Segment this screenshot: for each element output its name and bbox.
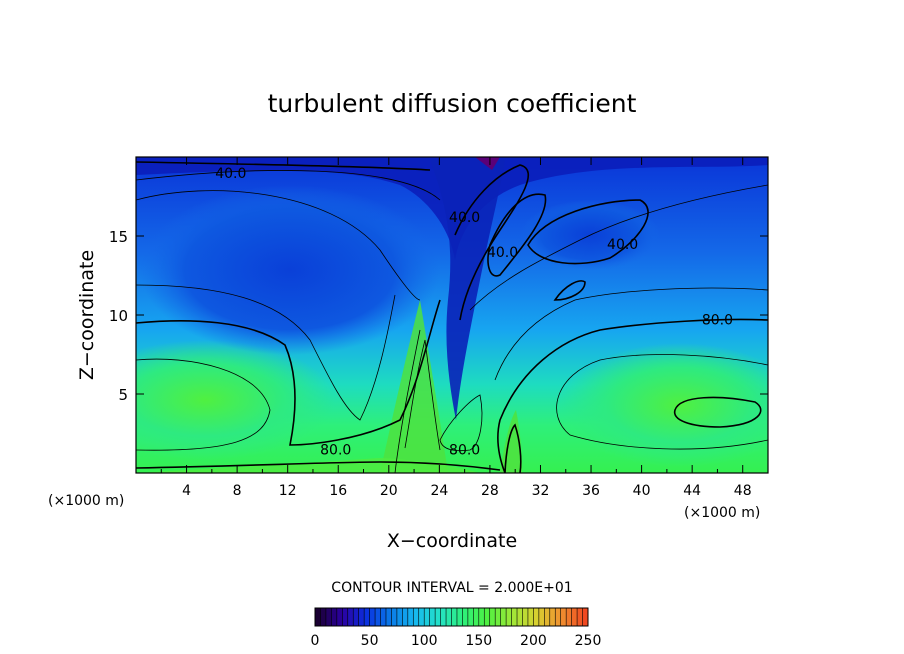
colorbar-swatch: [325, 608, 332, 626]
colorbar-swatch: [544, 608, 551, 626]
colorbar-swatch: [478, 608, 485, 626]
colorbar-swatch: [407, 608, 414, 626]
colorbar-swatch: [353, 608, 360, 626]
contour-label: 80.0: [449, 442, 480, 458]
colorbar-swatch: [347, 608, 354, 626]
colorbar-swatch: [511, 608, 518, 626]
colorbar-swatch: [413, 608, 420, 626]
x-tick-label: 44: [683, 483, 701, 499]
colorbar-swatch: [577, 608, 584, 626]
y-axis-label: Z−coordinate: [76, 250, 98, 380]
colorbar-swatch: [418, 608, 425, 626]
colorbar-swatch: [533, 608, 540, 626]
colorbar-swatch: [396, 608, 403, 626]
colorbar-swatch: [336, 608, 343, 626]
x-tick-label: 4: [182, 483, 191, 499]
x-tick-label: 24: [430, 483, 448, 499]
colorbar-swatch: [369, 608, 376, 626]
colorbar-swatch: [484, 608, 491, 626]
x-tick-label: 48: [734, 483, 752, 499]
colorbar-swatch: [462, 608, 469, 626]
colorbar-swatch: [549, 608, 556, 626]
colorbar-tick-label: 0: [311, 633, 320, 649]
colorbar-tick-label: 50: [361, 633, 379, 649]
colorbar-swatch: [435, 608, 442, 626]
colorbar-swatch: [522, 608, 529, 626]
colorbar-swatch: [506, 608, 513, 626]
x-tick-label: 32: [532, 483, 550, 499]
colorbar-swatch: [391, 608, 398, 626]
colorbar-swatch: [385, 608, 392, 626]
contour-label: 40.0: [487, 245, 518, 261]
colorbar: [314, 607, 589, 627]
colorbar-frame: [314, 607, 589, 627]
contour-label: 40.0: [449, 210, 480, 226]
colorbar-tick-label: 200: [520, 633, 547, 649]
colorbar-swatch: [566, 608, 573, 626]
x-tick-label: 8: [233, 483, 242, 499]
x-axis-label: X−coordinate: [387, 530, 517, 552]
x-tick-label: 20: [380, 483, 398, 499]
colorbar-swatch: [456, 608, 463, 626]
colorbar-swatch: [446, 608, 452, 626]
x-tick-label: 12: [279, 483, 297, 499]
colorbar-swatch: [555, 608, 562, 626]
contour-label: 80.0: [702, 313, 733, 329]
colorbar-swatch: [358, 608, 365, 626]
colorbar-swatch: [582, 608, 589, 626]
y-axis-ticks: 5 10 15: [109, 228, 768, 404]
colorbar-swatch: [342, 608, 349, 626]
contour-interval: CONTOUR INTERVAL = 2.000E+01: [331, 580, 572, 596]
colorbar-swatch: [364, 608, 371, 626]
y-tick-label: 15: [109, 228, 128, 246]
colorbar-swatch: [320, 608, 327, 626]
x-unit-right: (×1000 m): [684, 505, 760, 521]
chart-title: turbulent diffusion coefficient: [268, 89, 637, 118]
colorbar-tick-label: 150: [465, 633, 492, 649]
colorbar-swatch: [571, 608, 578, 626]
heatmap-field: [136, 157, 768, 473]
x-unit-left: (×1000 m): [48, 493, 124, 509]
colorbar-swatch: [489, 608, 496, 626]
colorbar-swatch: [527, 608, 534, 626]
colorbar-swatch: [380, 608, 387, 626]
colorbar-swatch: [429, 608, 436, 626]
y-tick-label: 10: [109, 307, 128, 325]
contour-label: 80.0: [320, 442, 351, 458]
colorbar-swatch: [467, 608, 474, 626]
colorbar-swatch: [495, 608, 502, 626]
x-tick-label: 16: [329, 483, 347, 499]
colorbar-swatch: [517, 608, 523, 626]
colorbar-swatch: [451, 608, 458, 626]
contour-lines: [136, 161, 768, 473]
colorbar-swatch: [560, 608, 567, 626]
contour-label: 40.0: [607, 237, 638, 253]
x-tick-label: 28: [481, 483, 499, 499]
colorbar-swatch: [500, 608, 507, 626]
contour-labels: 40.0 40.0 40.0 40.0 80.0 80.0 80.0: [215, 166, 733, 458]
colorbar-swatch: [375, 608, 382, 626]
x-tick-label: 40: [633, 483, 651, 499]
colorbar-swatch: [424, 608, 431, 626]
colorbar-tick-label: 100: [411, 633, 438, 649]
y-tick-label: 5: [118, 386, 128, 404]
colorbar-tick-label: 250: [575, 633, 602, 649]
colorbar-ticks: 0 50 100 150 200 250: [311, 633, 602, 649]
x-axis-ticks: 4 8 12 16 20 24 28 32 36 40 44 48: [160, 157, 752, 499]
x-tick-label: 36: [582, 483, 600, 499]
contour-label: 40.0: [215, 166, 246, 182]
colorbar-swatch: [440, 608, 447, 626]
colorbar-swatch: [473, 608, 480, 626]
colorbar-swatch: [331, 608, 338, 626]
colorbar-swatch: [315, 608, 321, 626]
colorbar-swatch: [402, 608, 409, 626]
colorbar-swatch: [538, 608, 545, 626]
